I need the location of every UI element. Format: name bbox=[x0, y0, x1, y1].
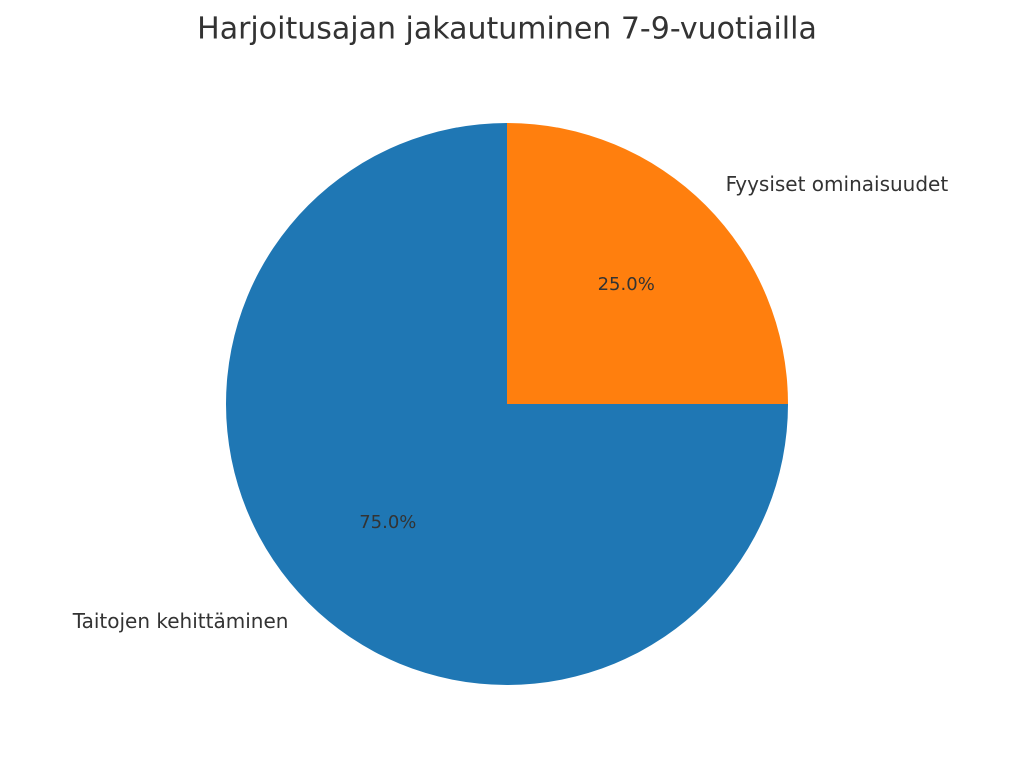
value-label: 25.0% bbox=[598, 274, 655, 295]
slice-label: Taitojen kehittäminen bbox=[72, 609, 289, 633]
value-label: 75.0% bbox=[359, 512, 416, 533]
chart-title: Harjoitusajan jakautuminen 7-9-vuotiaill… bbox=[197, 12, 817, 47]
slice-label: Fyysiset ominaisuudet bbox=[726, 172, 949, 196]
pie-slice bbox=[507, 123, 788, 404]
